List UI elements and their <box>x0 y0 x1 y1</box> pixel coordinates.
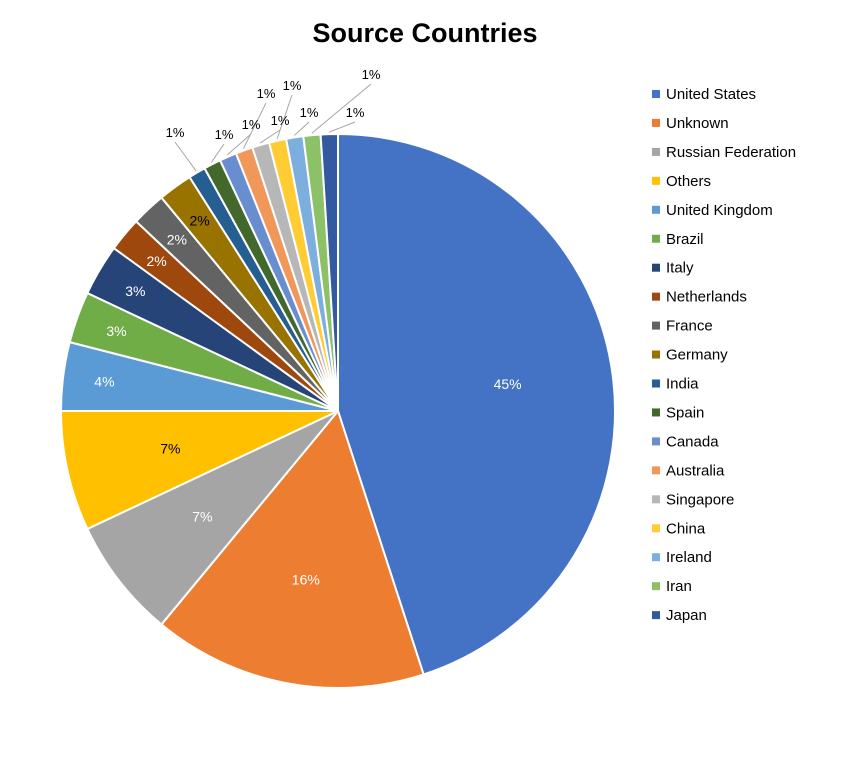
legend-label-iran: Iran <box>666 578 692 595</box>
legend-swatch-india <box>652 379 660 388</box>
legend-swatch-netherlands <box>652 292 660 301</box>
data-label-netherlands: 2% <box>146 253 166 269</box>
legend-swatch-brazil <box>652 234 660 243</box>
legend-label-russian-federation: Russian Federation <box>666 144 796 161</box>
leader-line-ireland <box>294 121 310 136</box>
legend-swatch-france <box>652 321 660 330</box>
legend-swatch-spain <box>652 408 660 417</box>
legend-swatch-russian-federation <box>652 147 660 156</box>
legend-swatch-unknown <box>652 118 660 127</box>
data-label-united-kingdom: 4% <box>94 373 114 389</box>
legend-swatch-singapore <box>652 495 660 504</box>
legend-label-netherlands: Netherlands <box>666 289 747 306</box>
legend-swatch-united-kingdom <box>652 205 660 214</box>
legend-label-china: China <box>666 520 706 537</box>
data-label-japan: 1% <box>346 105 365 120</box>
data-label-ireland: 1% <box>300 105 319 120</box>
pie-slice-unknown <box>160 408 425 689</box>
legend-swatch-ireland <box>652 553 660 562</box>
data-label-australia: 1% <box>257 86 276 101</box>
data-label-russian-federation: 7% <box>192 508 212 524</box>
legend-swatch-japan <box>652 611 660 620</box>
leader-line-china <box>276 94 293 139</box>
legend-label-unknown: Unknown <box>666 115 729 132</box>
leader-line-canada <box>226 133 252 156</box>
chart-title: Source Countries <box>312 18 537 48</box>
pie-slice-russian-federation <box>86 410 339 626</box>
leader-line-india <box>174 141 197 172</box>
data-label-united-states: 45% <box>494 376 522 392</box>
data-label-germany: 2% <box>189 213 209 229</box>
data-label-italy: 3% <box>125 283 145 299</box>
leader-line-spain <box>210 143 225 163</box>
legend-label-brazil: Brazil <box>666 231 704 248</box>
legend-label-india: India <box>666 376 699 393</box>
leader-line-singapore <box>259 129 281 144</box>
data-label-unknown: 16% <box>292 572 320 588</box>
data-label-canada: 1% <box>242 117 261 132</box>
pie-data-labels: 45%16%7%7%4%3%3%2%2%2%1% 1%1%1%1%1%1%1%1% <box>94 67 521 588</box>
pie-slices <box>59 132 616 689</box>
data-label-france: 2% <box>167 231 187 247</box>
legend-label-germany: Germany <box>666 347 728 364</box>
legend-swatch-germany <box>652 350 660 359</box>
legend-label-japan: Japan <box>666 607 707 624</box>
legend-label-singapore: Singapore <box>666 491 734 508</box>
legend-label-canada: Canada <box>666 433 719 450</box>
legend-swatch-italy <box>652 263 660 272</box>
data-label-others: 7% <box>160 440 180 456</box>
legend-label-spain: Spain <box>666 404 704 421</box>
legend-label-united-kingdom: United Kingdom <box>666 202 773 219</box>
leader-line-australia <box>243 102 267 149</box>
legend-swatch-canada <box>652 437 660 446</box>
legend-label-italy: Italy <box>666 260 694 277</box>
data-label-singapore: 1% <box>271 113 290 128</box>
data-label-brazil: 3% <box>106 323 126 339</box>
pie-slice-united-states <box>337 132 616 676</box>
legend-label-ireland: Ireland <box>666 549 712 566</box>
chart-legend: United States Unknown Russian Federation Ot… <box>652 86 796 624</box>
pie-slice-others <box>59 410 339 531</box>
data-label-spain: 1% <box>215 127 234 142</box>
legend-swatch-others <box>652 176 660 185</box>
data-label-iran: 1% <box>362 67 381 82</box>
data-label-india: 1% <box>166 125 185 140</box>
legend-label-united-states: United States <box>666 86 756 103</box>
legend-swatch-iran <box>652 582 660 591</box>
pie-slice-japan <box>319 132 339 412</box>
legend-swatch-china <box>652 524 660 533</box>
legend-swatch-australia <box>652 466 660 475</box>
data-label-china: 1% <box>283 78 302 93</box>
legend-swatch-united-states <box>652 90 660 98</box>
legend-label-others: Others <box>666 173 711 190</box>
leader-line-japan <box>329 121 356 133</box>
label-leader-lines <box>174 83 372 172</box>
legend-label-australia: Australia <box>666 462 725 479</box>
leader-line-iran <box>311 83 372 134</box>
legend-label-france: France <box>666 318 713 335</box>
